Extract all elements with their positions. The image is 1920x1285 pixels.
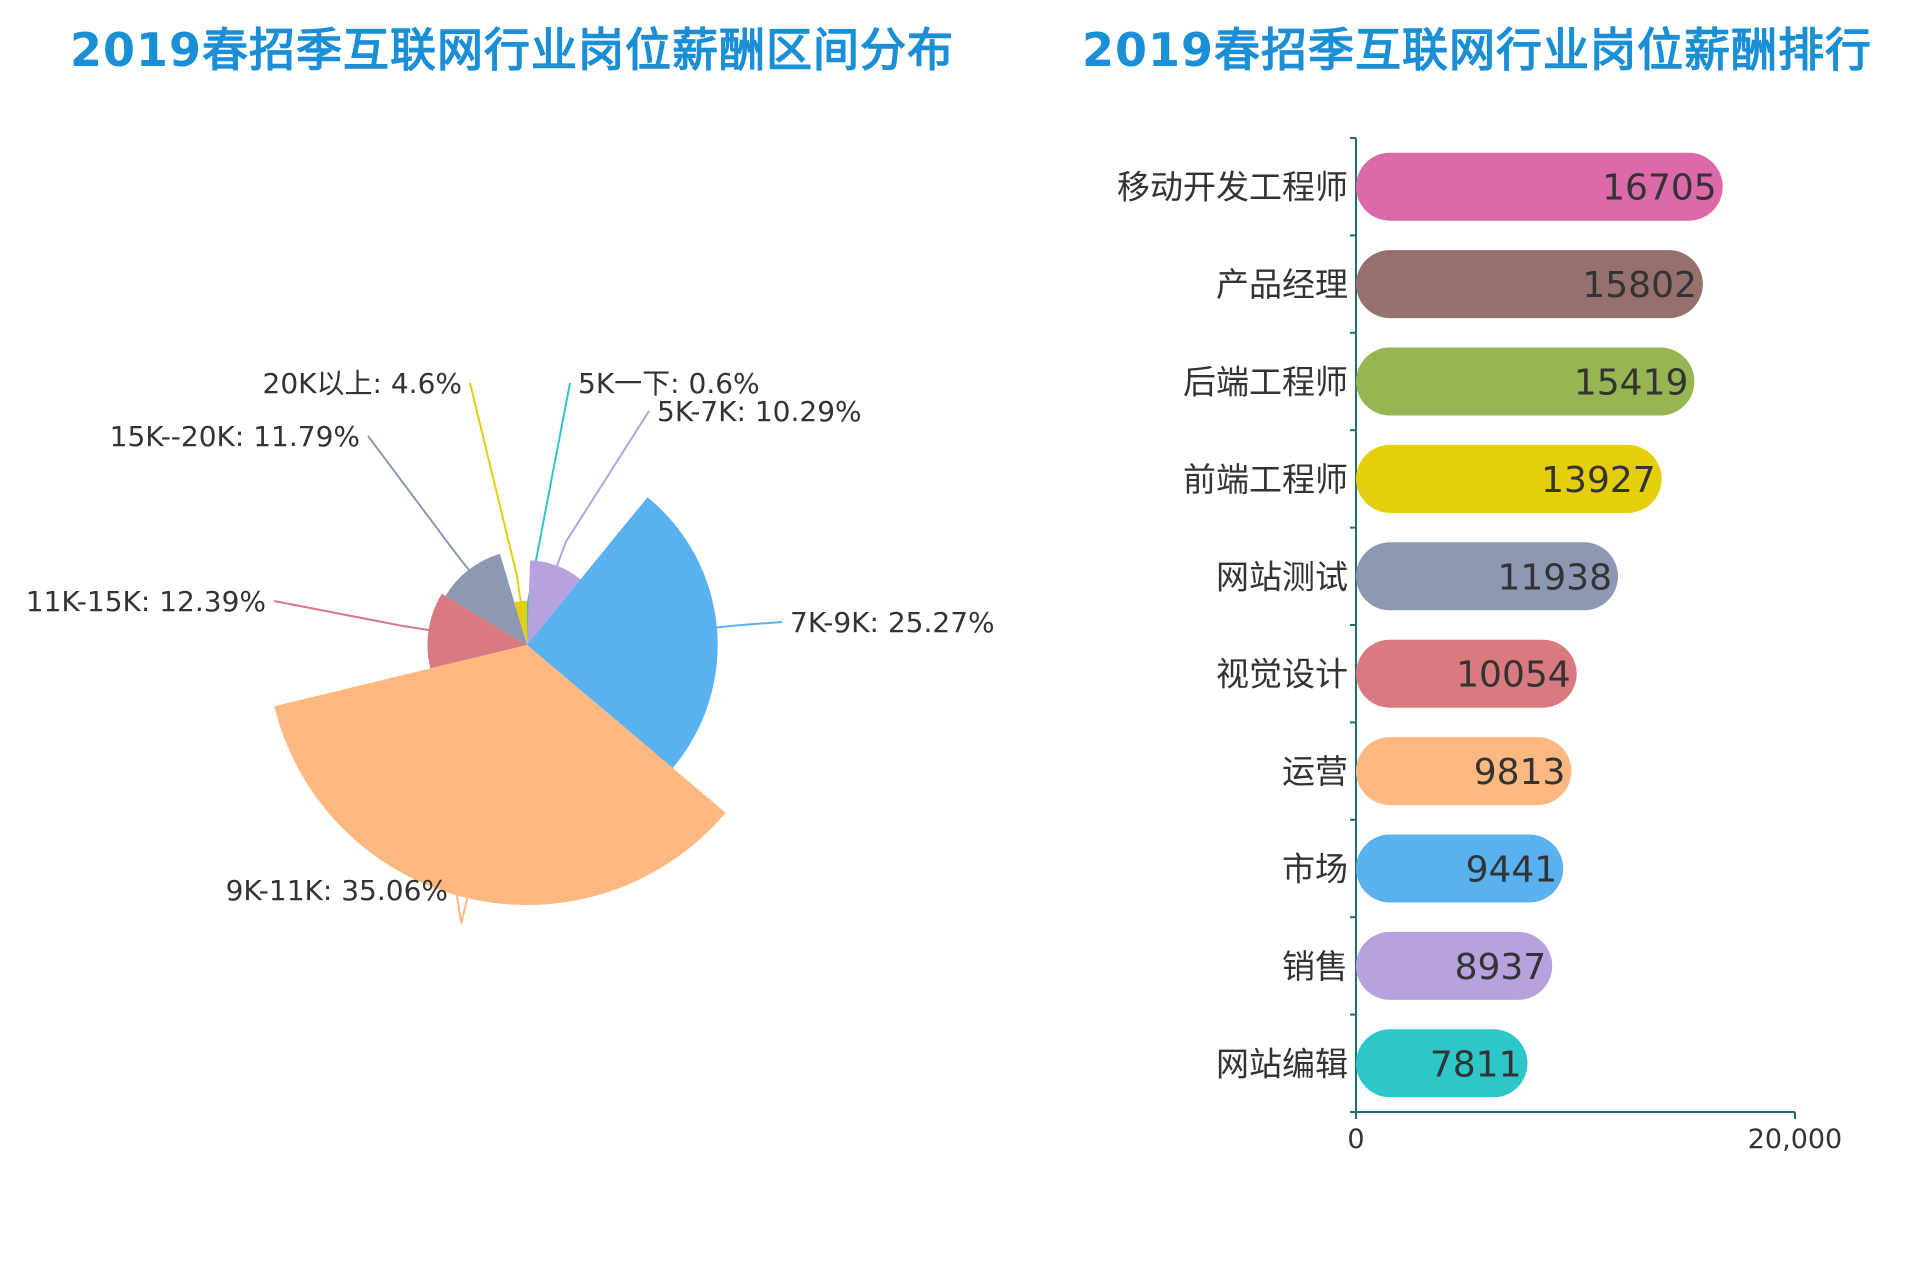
pie-slice-label: 11K-15K: 12.39% <box>26 585 266 618</box>
category-label: 网站测试 <box>1216 557 1348 596</box>
bar-视觉设计[interactable] <box>1356 639 1577 708</box>
category-label: 运营 <box>1282 752 1348 791</box>
bar-value-label: 16705 <box>1602 168 1717 209</box>
category-label: 移动开发工程师 <box>1117 168 1348 207</box>
x-tick-label: 0 <box>1347 1124 1364 1155</box>
bar-网站测试[interactable] <box>1356 542 1618 611</box>
horizontal-bar-chart: 0 20,000 移动开发工程师 16705 产品经理 15802 后端工程师 15419 前端… <box>1117 137 1842 1155</box>
pie-leader-line <box>273 600 433 632</box>
bar-value-label: 11938 <box>1497 557 1612 598</box>
bar-运营[interactable] <box>1356 737 1572 806</box>
bar-市场[interactable] <box>1356 834 1564 903</box>
category-label: 视觉设计 <box>1216 655 1348 694</box>
pie-slice-15K--20K[interactable] <box>445 553 527 645</box>
pie-leader-line <box>526 382 571 634</box>
pie-leader-line <box>367 435 472 574</box>
bar-chart-title: 2019春招季互联网行业岗位薪酬排行 <box>1082 23 1873 77</box>
pie-slice-5K-7K[interactable] <box>527 560 581 645</box>
bar-value-label: 10054 <box>1456 655 1571 696</box>
bar-value-label: 9813 <box>1474 752 1566 793</box>
pie-leader-line <box>469 382 523 606</box>
pie-leader-line <box>554 410 650 570</box>
bar-value-label: 13927 <box>1541 460 1656 501</box>
rose-pie-chart: 5K一下: 0.6%5K-7K: 10.29% 7K-9K: 25.27% 9K-1… <box>26 367 995 924</box>
pie-slice-label: 7K-9K: 25.27% <box>790 606 995 639</box>
bar-value-label: 9441 <box>1466 850 1558 891</box>
bar-移动开发工程师[interactable] <box>1356 152 1723 221</box>
pie-leader-line <box>455 889 470 924</box>
bar-value-label: 15802 <box>1582 265 1697 306</box>
bar-value-label: 7811 <box>1430 1044 1522 1085</box>
category-label: 产品经理 <box>1216 265 1348 304</box>
bar-value-label: 8937 <box>1455 947 1547 988</box>
x-tick-label: 20,000 <box>1748 1124 1842 1155</box>
bar-value-label: 15419 <box>1574 363 1689 404</box>
bar-前端工程师[interactable] <box>1356 444 1662 513</box>
pie-slice-label: 15K--20K: 11.79% <box>110 420 360 453</box>
bar-网站编辑[interactable] <box>1356 1029 1528 1098</box>
pie-slice-20K以上[interactable] <box>514 600 527 645</box>
pie-slice-label: 5K-7K: 10.29% <box>657 395 862 428</box>
pie-slice-9K-11K[interactable] <box>274 645 726 906</box>
category-label: 市场 <box>1282 850 1348 889</box>
pie-slice-7K-9K[interactable] <box>527 497 718 768</box>
category-label: 前端工程师 <box>1183 460 1348 499</box>
pie-chart-title: 2019春招季互联网行业岗位薪酬区间分布 <box>70 23 955 77</box>
pie-slice-11K-15K[interactable] <box>427 593 527 669</box>
bar-销售[interactable] <box>1356 931 1553 1000</box>
category-label: 网站编辑 <box>1216 1044 1348 1083</box>
pie-slice-label: 9K-11K: 35.06% <box>226 874 448 907</box>
category-label: 后端工程师 <box>1183 363 1348 402</box>
bar-产品经理[interactable] <box>1356 250 1703 319</box>
pie-slice-label: 5K一下: 0.6% <box>578 367 760 400</box>
pie-slice-label: 20K以上: 4.6% <box>263 367 462 400</box>
bar-后端工程师[interactable] <box>1356 347 1695 416</box>
pie-leader-line <box>712 621 783 629</box>
category-label: 销售 <box>1282 947 1348 986</box>
